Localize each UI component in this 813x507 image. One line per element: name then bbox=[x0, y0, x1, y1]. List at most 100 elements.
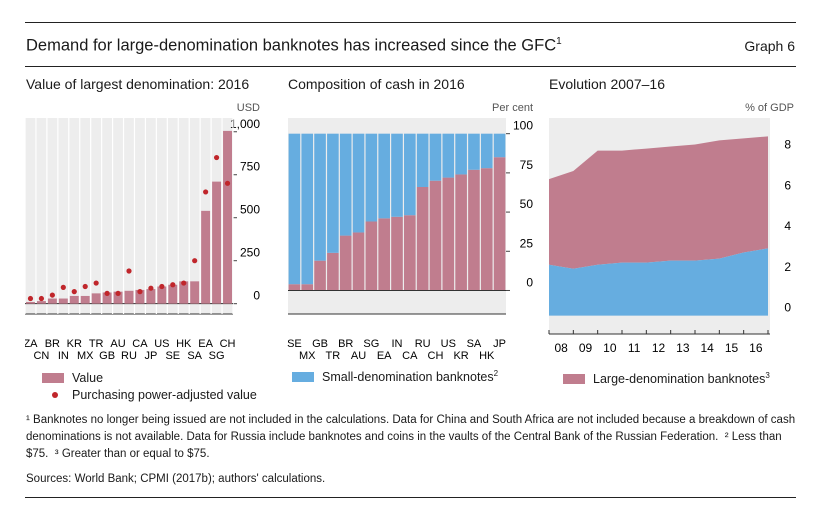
p1-point-MX bbox=[82, 283, 88, 290]
p3-area-large bbox=[549, 136, 768, 269]
p1-xlabel-MX: MX bbox=[77, 350, 94, 362]
p1-xlabel-CN: CN bbox=[33, 350, 49, 362]
sources: Sources: World Bank; CPMI (2017b); autho… bbox=[26, 473, 326, 485]
footnote-2: Less than $75. bbox=[26, 431, 782, 460]
p1-xlabel-BR: BR bbox=[45, 338, 60, 350]
p2-bar-large-CH bbox=[429, 180, 442, 291]
p1-bar-US bbox=[157, 286, 167, 304]
p1-point-SA bbox=[192, 258, 198, 264]
p2-unit: Per cent bbox=[492, 102, 533, 114]
p2-xlabel-IN: IN bbox=[392, 338, 403, 350]
p2-xlabel-SG: SG bbox=[363, 338, 379, 350]
p1-ytick-label: 500 bbox=[240, 203, 260, 217]
p2-ytick-label: 100 bbox=[513, 119, 533, 133]
p1-xlabel-HK: HK bbox=[176, 338, 192, 350]
p3-unit: % of GDP bbox=[745, 102, 794, 114]
p1-xlabel-SG: SG bbox=[209, 350, 225, 362]
p1-bar-RU bbox=[124, 290, 134, 304]
p1-xlabel-US: US bbox=[154, 338, 169, 350]
p2-xlabel-BR: BR bbox=[338, 338, 353, 350]
p2-bar-small-JP bbox=[493, 133, 506, 158]
p1-bar-KR bbox=[69, 295, 79, 304]
p2-bar-small-CA bbox=[404, 133, 416, 216]
p1-point-RU bbox=[126, 268, 132, 274]
p2-bar-large-SE bbox=[288, 284, 301, 291]
footnotes: ¹ Banknotes no longer being issued are n… bbox=[26, 412, 798, 463]
legend-large: Large-denomination banknotes3 bbox=[563, 371, 770, 386]
p3-area-small bbox=[549, 248, 768, 316]
p2-bar-large-CA bbox=[404, 215, 416, 291]
p1-xlabel-TR: TR bbox=[89, 338, 104, 350]
p2-bar-small-MX bbox=[301, 133, 314, 285]
chart-largest-denomination: USD 0 250 500 750 1,000 ZA BR KR TR AU CA US HK EA CH CN… bbox=[25, 102, 260, 362]
p1-xlabel-KR: KR bbox=[67, 338, 82, 350]
p1-xlabel-EA: EA bbox=[198, 338, 213, 350]
title-rule bbox=[25, 66, 796, 67]
p2-bar-large-US bbox=[442, 177, 455, 291]
p3-xlabel-10: 10 bbox=[603, 341, 617, 355]
p3-xlabel-14: 14 bbox=[700, 341, 714, 355]
chart-composition-of-cash: Per cent 0 25 50 75 100 SE GB BR SG IN RU US SA JP MX TR… bbox=[287, 102, 534, 362]
p2-xlabel-SE: SE bbox=[287, 338, 302, 350]
p2-bar-large-SG bbox=[365, 221, 378, 291]
p1-point-GB bbox=[104, 290, 110, 296]
legend-label-large: Large-denomination banknotes3 bbox=[593, 371, 770, 387]
p2-bar-small-BR bbox=[339, 133, 352, 236]
legend-value: Value bbox=[42, 371, 103, 385]
p1-point-IN bbox=[60, 284, 66, 290]
legend-label-small: Small-denomination banknotes2 bbox=[322, 369, 499, 385]
legend-small: Small-denomination banknotes2 bbox=[292, 369, 498, 384]
p1-point-ZA bbox=[27, 295, 34, 302]
p2-bar-small-CH bbox=[429, 133, 442, 181]
p3-xlabel-15: 15 bbox=[725, 341, 739, 355]
p1-bar-MX bbox=[80, 295, 90, 304]
p2-ytick-label: 25 bbox=[520, 236, 534, 250]
p2-bar-small-IN bbox=[391, 133, 403, 217]
p2-bar-small-SG bbox=[365, 133, 378, 222]
p2-bar-large-IN bbox=[391, 216, 403, 291]
p1-point-CA bbox=[137, 289, 143, 295]
panel2-title: Composition of cash in 2016 bbox=[288, 76, 465, 92]
top-rule bbox=[25, 22, 796, 23]
p2-bar-large-EA bbox=[378, 218, 390, 291]
legend-swatch-small bbox=[292, 371, 314, 382]
p1-point-HK bbox=[181, 280, 187, 286]
p2-bar-small-RU bbox=[416, 133, 429, 187]
p1-xlabel-AU: AU bbox=[110, 338, 125, 350]
p1-xlabel-CA: CA bbox=[132, 338, 148, 350]
footnote-3-mark: ³ bbox=[54, 448, 59, 460]
p2-xlabel-SA: SA bbox=[467, 338, 482, 350]
p2-bar-small-SE bbox=[288, 133, 301, 285]
p1-point-CN bbox=[38, 295, 45, 302]
panel3-title: Evolution 2007–16 bbox=[549, 76, 665, 92]
p2-ytick-label: 50 bbox=[520, 197, 534, 211]
legend-swatch-value bbox=[42, 373, 64, 383]
p2-bar-large-TR bbox=[327, 252, 339, 291]
p2-xlabel-GB: GB bbox=[312, 338, 328, 350]
p2-bar-small-US bbox=[442, 133, 455, 178]
p2-bar-small-GB bbox=[314, 133, 326, 261]
legend-swatch-large bbox=[563, 373, 585, 384]
p1-bar-ZA bbox=[26, 301, 35, 304]
p2-ytick-label: 0 bbox=[526, 275, 533, 289]
p2-xlabel-US: US bbox=[441, 338, 456, 350]
p2-bar-large-GB bbox=[314, 260, 326, 291]
footnote-2-mark: ² bbox=[724, 431, 729, 443]
p2-xlabel-CA: CA bbox=[402, 350, 418, 362]
p1-xlabel-SE: SE bbox=[165, 350, 180, 362]
p3-xlabel-13: 13 bbox=[676, 341, 690, 355]
p3-xlabel-12: 12 bbox=[652, 341, 666, 355]
p2-bar-large-HK bbox=[480, 168, 493, 291]
graph-label: Graph 6 bbox=[744, 38, 795, 54]
p2-xlabel-AU: AU bbox=[351, 350, 366, 362]
p1-point-AU bbox=[115, 290, 121, 296]
p3-ytick-label: 8 bbox=[784, 138, 791, 152]
p1-bar-BR bbox=[47, 298, 57, 304]
p2-bar-large-KR bbox=[455, 174, 467, 291]
footnote-3: Greater than or equal to $75. bbox=[61, 448, 210, 460]
p2-bar-large-JP bbox=[493, 157, 506, 291]
p1-point-EA bbox=[203, 189, 209, 195]
footnote-1: Banknotes no longer being issued are not… bbox=[26, 414, 796, 443]
p1-xlabel-SA: SA bbox=[187, 350, 202, 362]
p2-bar-small-SA bbox=[468, 133, 480, 170]
